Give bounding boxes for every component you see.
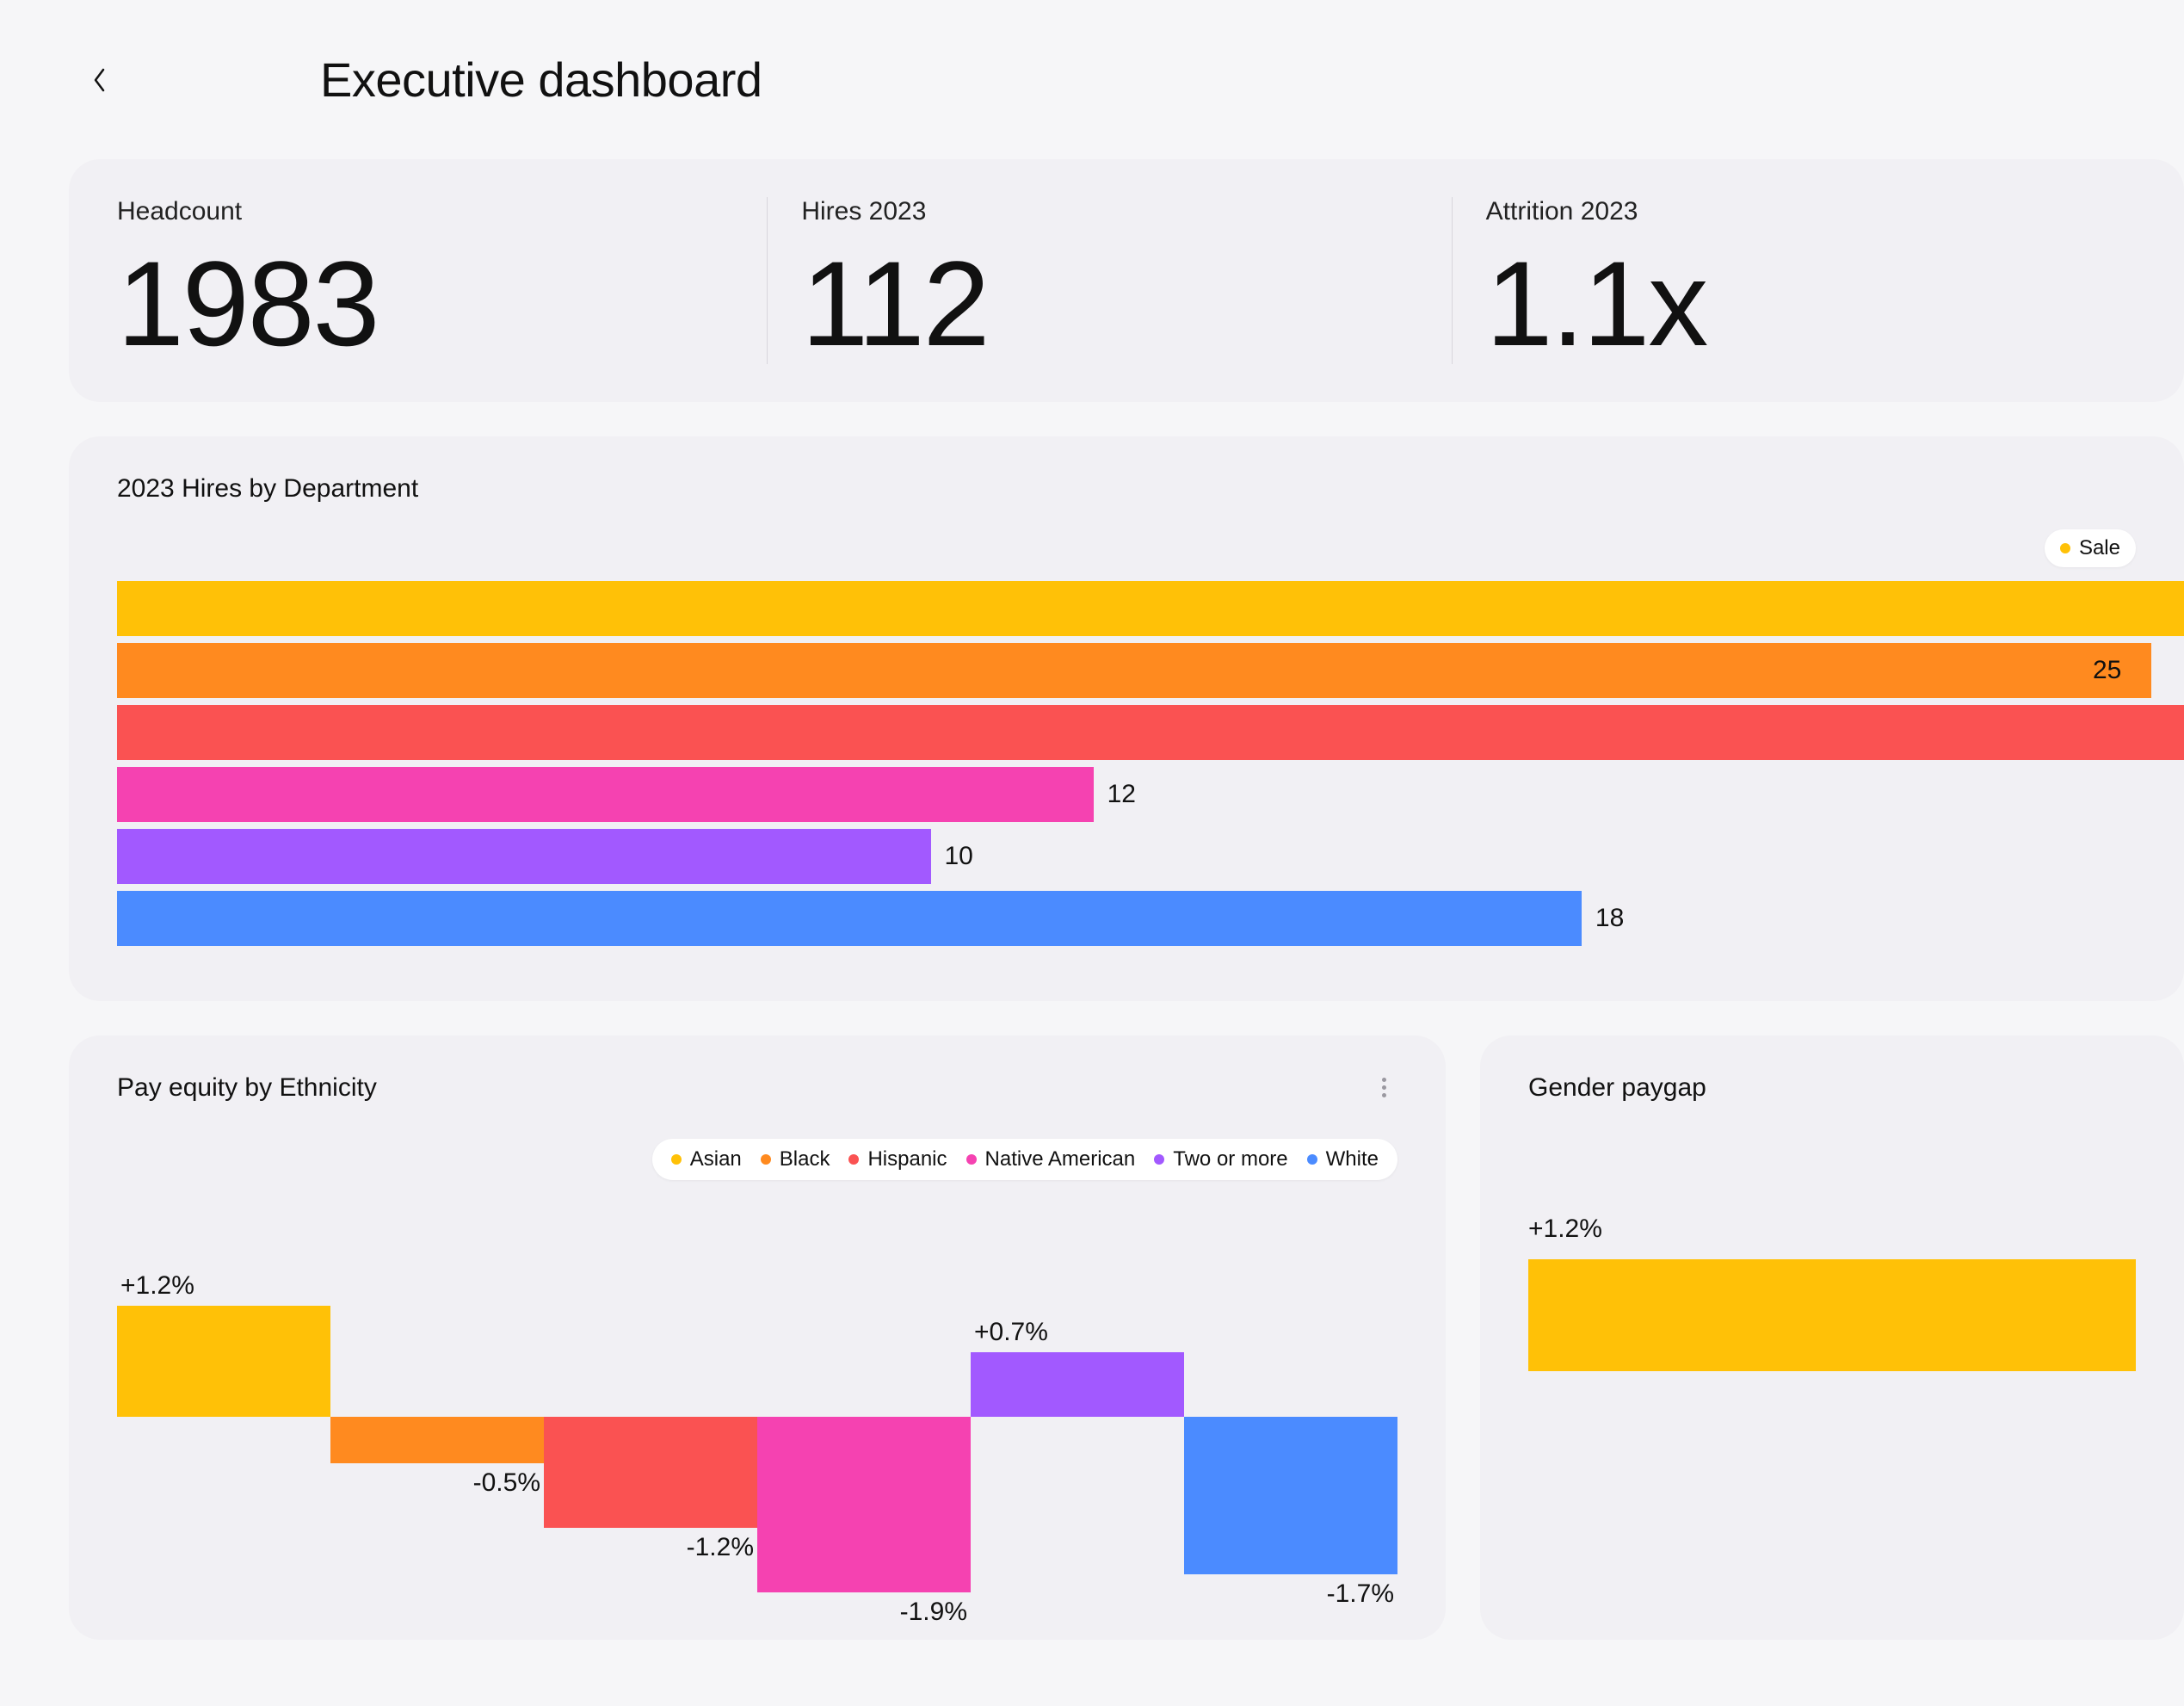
card-title: Pay equity by Ethnicity <box>117 1073 377 1103</box>
kpi-label: Headcount <box>117 197 732 226</box>
legend-dot-icon <box>966 1154 977 1165</box>
kpi-value: 112 <box>801 244 1416 364</box>
equity-bar-wrap: +1.2% <box>117 1232 330 1602</box>
legend-pill: Sale <box>2045 529 2136 567</box>
hires-bar-row: 25 <box>117 643 2136 698</box>
hires-bar <box>117 767 1094 822</box>
equity-bar-wrap: -1.7% <box>1184 1232 1397 1602</box>
card-title: Gender paygap <box>1528 1073 2136 1103</box>
legend-label: Native American <box>985 1147 1136 1171</box>
legend-label: Black <box>780 1147 830 1171</box>
equity-bar-label: -0.5% <box>473 1468 540 1498</box>
chevron-left-icon <box>92 67 108 93</box>
dot-icon <box>1382 1085 1386 1090</box>
equity-bar-label: -1.7% <box>1327 1579 1394 1609</box>
hires-bar <box>117 643 2151 698</box>
legend-item: Hispanic <box>848 1147 947 1171</box>
equity-bar-wrap: -0.5% <box>330 1232 544 1602</box>
hires-bar-row <box>117 705 2136 760</box>
legend-label: Sale <box>2079 536 2120 560</box>
equity-bar-label: +0.7% <box>974 1318 1048 1347</box>
hires-bar-value-label: 18 <box>1595 904 1624 933</box>
kpi-label: Attrition 2023 <box>1486 197 2101 226</box>
kpi-label: Hires 2023 <box>801 197 1416 226</box>
legend-item: Native American <box>966 1147 1136 1171</box>
gender-paygap-bar <box>1528 1259 2136 1371</box>
equity-bar <box>757 1417 971 1592</box>
equity-bar-wrap: -1.2% <box>544 1232 757 1602</box>
pay-equity-chart: +1.2% -0.5% -1.2%-1.9%+0.7% -1.7% <box>117 1232 1397 1602</box>
legend-label: White <box>1326 1147 1379 1171</box>
equity-bar <box>330 1417 544 1463</box>
legend-dot-icon <box>761 1154 771 1165</box>
hires-bar-row: 10 <box>117 829 2136 884</box>
pay-equity-card: Pay equity by Ethnicity Asian Black Hispan… <box>69 1035 1446 1640</box>
hires-bar <box>117 581 2184 636</box>
legend-dot-icon <box>1307 1154 1317 1165</box>
dot-icon <box>1382 1078 1386 1082</box>
hires-bar-value-label: 25 <box>2093 656 2121 685</box>
legend-label: Two or more <box>1173 1147 1287 1171</box>
hires-bar-value-label: 12 <box>1107 780 1136 809</box>
legend-item: White <box>1307 1147 1379 1171</box>
legend-dot-icon <box>2060 543 2070 553</box>
hires-bar-chart: Sale 25 12 10 18 <box>117 529 2136 946</box>
equity-bar-label: -1.2% <box>687 1533 754 1562</box>
equity-bar <box>544 1417 757 1528</box>
equity-bar <box>1184 1417 1397 1574</box>
hires-bar-row: 18 <box>117 891 2136 946</box>
equity-bar-wrap: -1.9% <box>757 1232 971 1602</box>
equity-bar-label: -1.9% <box>900 1598 967 1627</box>
card-title: 2023 Hires by Department <box>117 474 2136 504</box>
equity-bar <box>971 1352 1184 1417</box>
pay-equity-legend: Asian Black Hispanic Native American Two or … <box>652 1139 1397 1180</box>
kpi-value: 1.1x <box>1486 244 2101 364</box>
kpi-headcount: Headcount 1983 <box>117 197 767 364</box>
kpi-card: Headcount 1983 Hires 2023 112 Attrition … <box>69 159 2184 402</box>
equity-bar <box>117 1306 330 1417</box>
back-button[interactable] <box>86 66 114 94</box>
hires-bar <box>117 829 931 884</box>
legend-item: Black <box>761 1147 830 1171</box>
kpi-attrition: Attrition 2023 1.1x <box>1452 197 2136 364</box>
hires-bar-value-label: 10 <box>945 842 973 871</box>
hires-bar <box>117 705 2184 760</box>
hires-bar-row: 12 <box>117 767 2136 822</box>
more-options-button[interactable] <box>1370 1073 1397 1101</box>
hires-bar-row <box>117 581 2136 636</box>
hires-by-dept-card: 2023 Hires by Department Sale 25 12 10 18 <box>69 436 2184 1001</box>
equity-bar-label: +1.2% <box>120 1271 194 1301</box>
legend-dot-icon <box>1154 1154 1164 1165</box>
equity-bar-wrap: +0.7% <box>971 1232 1184 1602</box>
legend-item: Two or more <box>1154 1147 1287 1171</box>
legend-item: Asian <box>671 1147 742 1171</box>
gender-paygap-label: +1.2% <box>1528 1215 2136 1244</box>
hires-bar <box>117 891 1582 946</box>
page-title: Executive dashboard <box>320 52 762 108</box>
legend-label: Hispanic <box>867 1147 947 1171</box>
gender-paygap-card: Gender paygap +1.2% <box>1480 1035 2184 1640</box>
legend-dot-icon <box>671 1154 682 1165</box>
kpi-hires: Hires 2023 112 <box>767 197 1451 364</box>
kpi-value: 1983 <box>117 244 732 364</box>
legend-dot-icon <box>848 1154 859 1165</box>
dot-icon <box>1382 1093 1386 1097</box>
legend-label: Asian <box>690 1147 742 1171</box>
